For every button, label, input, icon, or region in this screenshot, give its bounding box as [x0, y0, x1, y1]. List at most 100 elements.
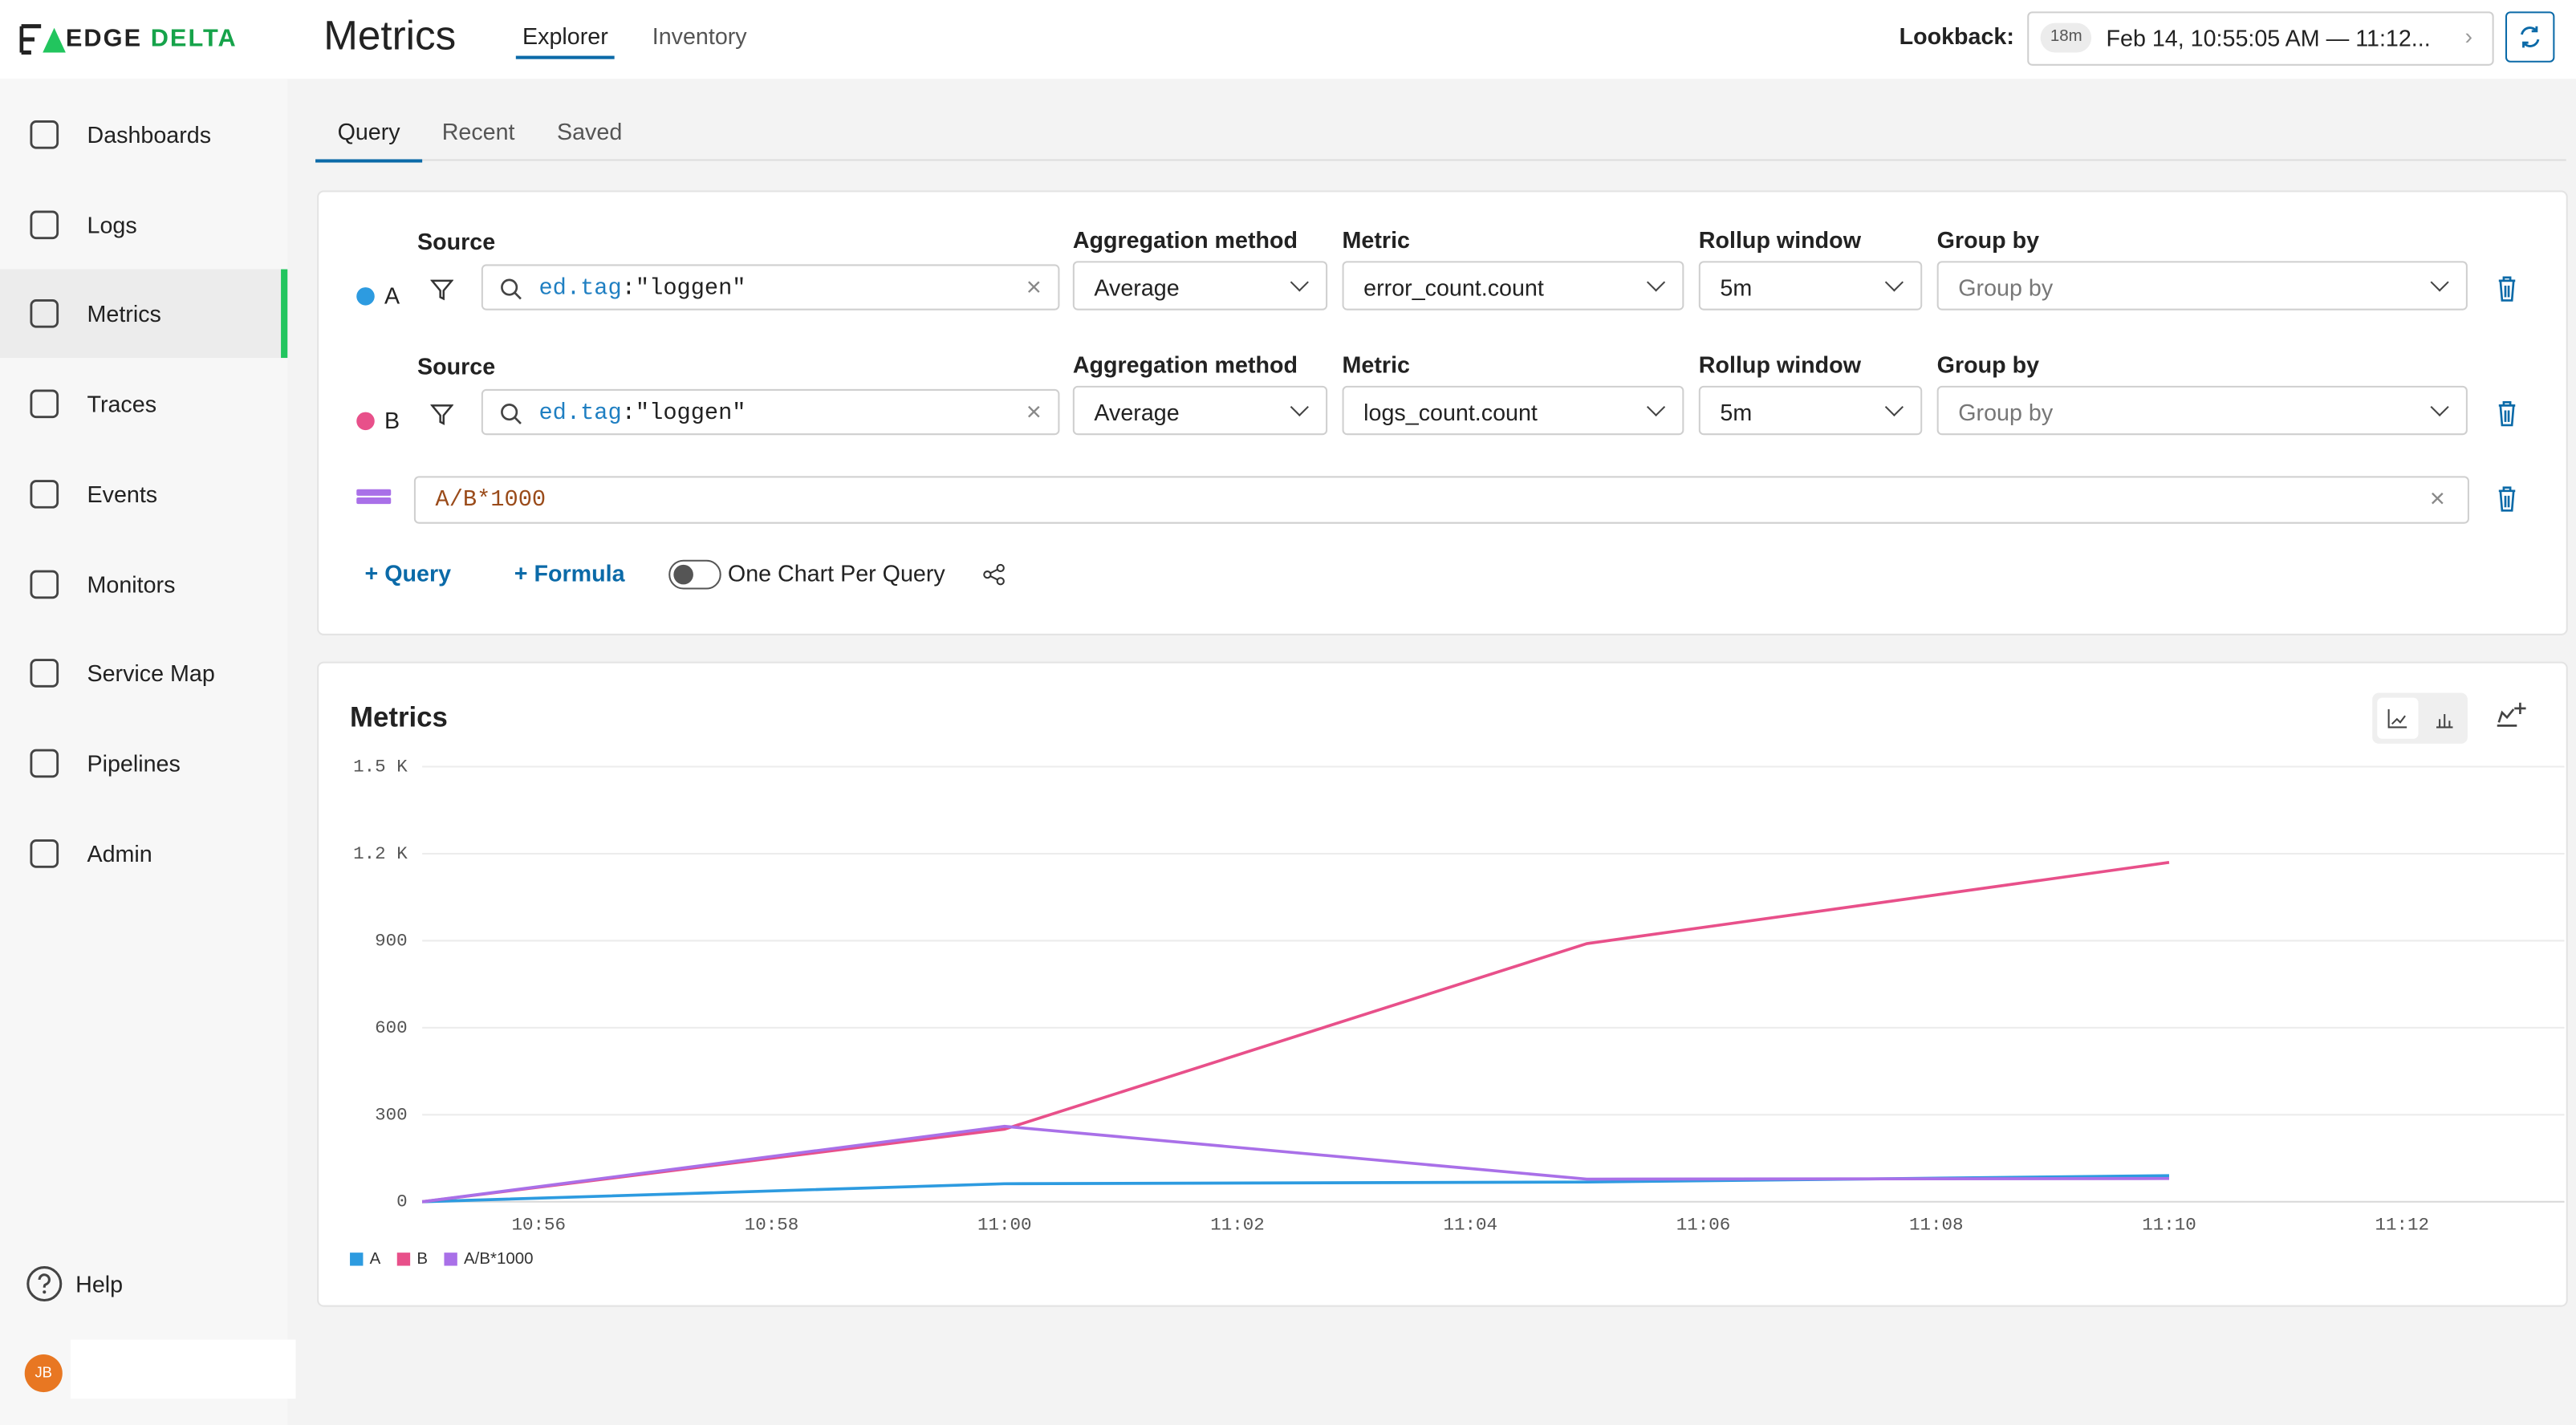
- y-tick-label: 1.2 K: [353, 843, 408, 864]
- delete-shape: [2498, 400, 2516, 427]
- chart-card: [317, 661, 2568, 1307]
- metric-label: Metric: [1342, 226, 1410, 254]
- series-line: [421, 1124, 2169, 1204]
- toggle-label: One Chart Per Query: [727, 559, 945, 587]
- x-tick-label: 11:10: [2142, 1214, 2196, 1235]
- share-icon[interactable]: [982, 563, 1006, 587]
- metric-select[interactable]: error_count.count: [1342, 261, 1684, 311]
- chart-title: Metrics: [350, 702, 448, 733]
- nav-icon-shape: [30, 479, 59, 509]
- add-formula[interactable]: + Formula: [514, 559, 625, 587]
- rollup-select[interactable]: 5m: [1698, 261, 1923, 311]
- nav-item[interactable]: Service Map: [0, 629, 287, 717]
- source-key: ed.tag: [538, 275, 622, 302]
- query-tab[interactable]: Saved: [557, 118, 623, 145]
- source-clear[interactable]: ×: [1026, 399, 1042, 427]
- nav-icon-shape: [30, 569, 59, 599]
- header-tab[interactable]: Explorer: [515, 23, 615, 59]
- search-handle: [514, 416, 522, 424]
- x-tick-label: 10:56: [511, 1214, 566, 1235]
- delete-shape: [2498, 276, 2516, 302]
- delete-icon: [2498, 400, 2516, 427]
- y-tick-label: 300: [375, 1104, 408, 1125]
- metric-select[interactable]: logs_count.count: [1342, 385, 1684, 436]
- nav-item[interactable]: Traces: [0, 359, 287, 448]
- query-tab[interactable]: Query: [315, 118, 423, 163]
- search-handle: [514, 292, 522, 300]
- group-label: Group by: [1936, 226, 2040, 254]
- nav-label: Traces: [87, 391, 157, 417]
- group-select[interactable]: Group by: [1936, 385, 2468, 436]
- nav-item[interactable]: Pipelines: [0, 719, 287, 807]
- nav-label: Service Map: [87, 660, 215, 687]
- source-clear[interactable]: ×: [1026, 274, 1042, 302]
- source-input[interactable]: ed.tag:"loggen" ×: [481, 388, 1060, 436]
- legend-swatch: [444, 1252, 457, 1266]
- line-toggle[interactable]: [2377, 697, 2419, 739]
- logo-text: EDGE DELTA: [66, 25, 238, 53]
- query-id: A: [384, 282, 400, 309]
- refresh-button[interactable]: [2505, 11, 2555, 63]
- nav-icon-shape: [30, 838, 59, 867]
- aggregation-label: Aggregation method: [1072, 226, 1298, 254]
- nav-item[interactable]: Admin: [0, 809, 287, 897]
- nav-icon: [30, 838, 59, 867]
- nav-item[interactable]: Metrics: [0, 270, 288, 359]
- lookback-range: Feb 14, 10:55:05 AM — 11:12...: [2106, 24, 2431, 51]
- x-tick-label: 11:02: [1210, 1214, 1265, 1235]
- nav-icon: [30, 389, 59, 419]
- lookback-badge: 18m: [2040, 22, 2093, 53]
- aggregation-select[interactable]: Average: [1072, 385, 1328, 436]
- chart-type-icons: [2387, 708, 2453, 729]
- toggle[interactable]: [668, 559, 721, 590]
- query-tab[interactable]: Recent: [441, 118, 515, 145]
- y-tick-label: 900: [375, 930, 408, 951]
- formula-input[interactable]: A/B*1000: [413, 476, 2469, 524]
- nav-label: Pipelines: [87, 749, 181, 777]
- filter-shape: [430, 404, 454, 425]
- chevron: ›: [2464, 22, 2473, 50]
- formula-delete[interactable]: [2496, 486, 2519, 513]
- add-to-dashboard[interactable]: [2494, 700, 2530, 733]
- tab-divider: [315, 159, 2566, 161]
- search-icon: [501, 404, 522, 424]
- nav-item[interactable]: Dashboards: [0, 91, 287, 179]
- source-sep: :: [621, 400, 636, 427]
- avatar[interactable]: JB: [24, 1354, 63, 1393]
- header: EDGE DELTA Metrics Explorer Inventory Lo…: [0, 0, 2576, 79]
- aggregation-select[interactable]: Average: [1072, 261, 1328, 311]
- rollup-select[interactable]: 5m: [1698, 385, 1923, 436]
- nav-icon: [30, 659, 59, 688]
- lookback-picker[interactable]: 18m Feb 14, 10:55:05 AM — 11:12... ›: [2027, 11, 2494, 66]
- nav-label: Logs: [87, 211, 137, 238]
- nav-label: Metrics: [87, 301, 161, 327]
- legend-swatch: [396, 1252, 411, 1266]
- chart: Metrics 0 300 600 900 1.2 K 1.5 K 10:56 10:58 11…: [350, 702, 2565, 1268]
- chart-type-switch: [2372, 692, 2468, 744]
- nav-label: Monitors: [87, 570, 176, 597]
- group-select[interactable]: Group by: [1936, 261, 2468, 311]
- filter-icon: [430, 279, 454, 301]
- logo-icon: [19, 24, 66, 55]
- x-tick-label: 11:06: [1676, 1214, 1731, 1235]
- nav-label: Dashboards: [87, 121, 212, 148]
- formula-icon: [356, 489, 392, 496]
- brand-right: DELTA: [150, 24, 238, 53]
- nav-icon-shape: [30, 120, 59, 149]
- source-value: "loggen": [635, 275, 746, 302]
- filter-shape: [430, 279, 454, 301]
- help-link[interactable]: Help: [75, 1270, 124, 1297]
- page-title: Metrics: [323, 13, 457, 59]
- source-input[interactable]: ed.tag:"loggen" ×: [481, 264, 1060, 311]
- nav-item[interactable]: Monitors: [0, 539, 287, 627]
- sidebar: Dashboards Logs Metrics Traces Events Monitor…: [0, 79, 296, 1425]
- nav-icon: [30, 120, 59, 149]
- nav-item[interactable]: Logs: [0, 180, 287, 268]
- refresh-icon: [2521, 26, 2540, 48]
- add-query[interactable]: + Query: [364, 559, 452, 587]
- header-tab[interactable]: Inventory: [652, 22, 747, 50]
- formula-clear[interactable]: ×: [2429, 485, 2445, 514]
- nav-item[interactable]: Events: [0, 449, 287, 538]
- nav-label: Admin: [87, 839, 152, 867]
